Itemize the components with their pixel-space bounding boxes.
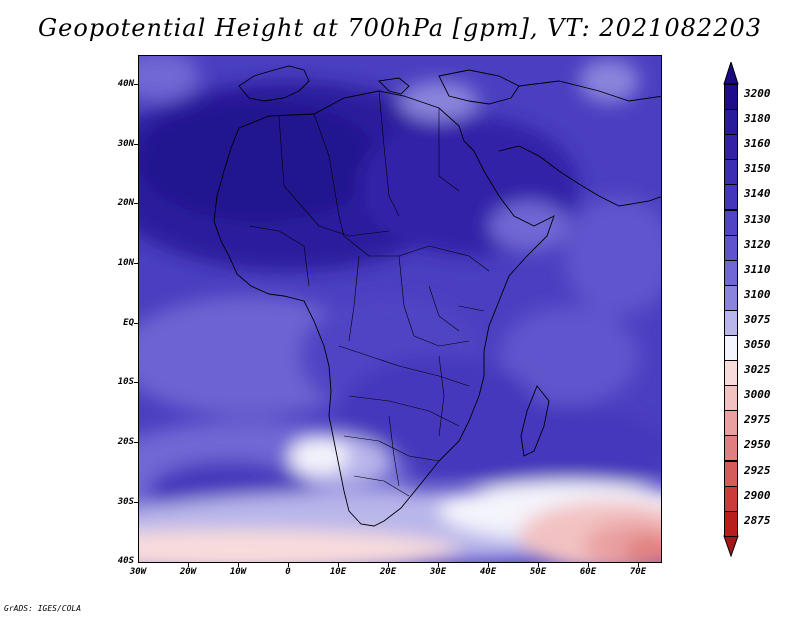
lat-tick-10s: 10S <box>117 377 134 387</box>
lon-tick-mark <box>388 563 389 567</box>
legend-swatch <box>724 234 738 261</box>
legend-swatch <box>724 360 738 387</box>
lat-tick-40s: 40S <box>117 556 134 566</box>
legend-swatch <box>724 510 738 537</box>
legend-swatch <box>724 410 738 437</box>
lon-tick-mark <box>238 563 239 567</box>
lat-tick-20n: 20N <box>117 198 134 208</box>
legend-level-label: 2900 <box>744 488 771 502</box>
legend-level-label: 3110 <box>744 262 771 276</box>
lon-tick-10e: 10E <box>329 567 347 577</box>
legend-level-label: 2975 <box>744 413 771 427</box>
height-field-map <box>139 56 661 562</box>
lon-tick-mark <box>488 563 489 567</box>
lat-tick-eq: EQ <box>123 318 134 328</box>
legend-swatch <box>724 435 738 462</box>
lon-tick-mark <box>538 563 539 567</box>
lon-tick-mark <box>288 563 289 567</box>
lon-tick-20w: 20W <box>179 567 197 577</box>
lon-tick-30w: 30W <box>129 567 147 577</box>
lon-tick-10w: 10W <box>229 567 247 577</box>
legend-swatch <box>724 159 738 186</box>
legend-swatch <box>724 309 738 336</box>
lat-tick-10n: 10N <box>117 258 134 268</box>
legend-level-label: 3160 <box>744 137 771 151</box>
map-title: Geopotential Height at 700hPa [gpm], VT:… <box>38 14 762 42</box>
lon-tick-mark <box>588 563 589 567</box>
legend-swatch <box>724 385 738 412</box>
legend-level-label: 3130 <box>744 212 771 226</box>
lat-tick-mark <box>134 263 138 264</box>
legend-swatch <box>724 209 738 236</box>
legend-swatch <box>724 259 738 286</box>
lon-tick-0: 0 <box>285 567 291 577</box>
legend-swatch <box>724 485 738 512</box>
lat-tick-mark <box>134 84 138 85</box>
legend-swatch <box>724 109 738 136</box>
legend-level-label: 2875 <box>744 513 771 527</box>
legend-level-label: 3200 <box>744 87 771 100</box>
legend-bottom-arrow <box>723 535 739 558</box>
lon-tick-mark <box>638 563 639 567</box>
lat-tick-mark <box>134 382 138 383</box>
grads-credit: GrADS: IGES/COLA <box>4 604 82 613</box>
legend-swatch <box>724 284 738 311</box>
lon-tick-50e: 50E <box>529 567 547 577</box>
legend-top-arrow <box>723 62 739 85</box>
madagascar-outline <box>520 385 550 457</box>
lon-tick-mark <box>438 563 439 567</box>
legend-swatch <box>724 335 738 362</box>
legend-swatch <box>724 184 738 211</box>
coastline-africa <box>213 65 661 527</box>
lat-tick-40n: 40N <box>117 79 134 89</box>
lon-tick-mark <box>188 563 189 567</box>
lat-tick-mark <box>134 203 138 204</box>
legend-level-label: 3025 <box>744 363 771 377</box>
lat-tick-mark <box>134 442 138 443</box>
lon-tick-60e: 60E <box>579 567 597 577</box>
legend-level-label: 3075 <box>744 312 771 326</box>
legend-level-label: 3000 <box>744 388 771 402</box>
lon-tick-mark <box>338 563 339 567</box>
lat-tick-30n: 30N <box>117 139 134 149</box>
legend-level-label: 3150 <box>744 162 771 176</box>
legend-swatch <box>724 460 738 487</box>
lon-tick-20e: 20E <box>379 567 397 577</box>
legend-level-label: 3050 <box>744 338 771 351</box>
lon-tick-30e: 30E <box>429 567 447 577</box>
lat-tick-mark <box>134 502 138 503</box>
lat-tick-20s: 20S <box>117 437 134 447</box>
legend-level-label: 3140 <box>744 187 771 201</box>
contour-fill-layer <box>139 56 661 562</box>
legend-level-label: 3100 <box>744 287 771 301</box>
lon-tick-40e: 40E <box>479 567 497 577</box>
legend-level-label: 2925 <box>744 463 771 477</box>
lon-tick-70e: 70E <box>629 567 647 577</box>
legend-swatch <box>724 134 738 161</box>
color-legend: 3200 3180 3160 3150 3140 3130 3120 3110 3100 3075… <box>722 62 798 558</box>
legend-level-label: 3180 <box>744 112 771 126</box>
lat-tick-mark <box>134 323 138 324</box>
country-borders <box>248 90 490 497</box>
legend-level-label: 3120 <box>744 237 771 251</box>
legend-swatch <box>724 84 738 111</box>
legend-level-label: 2950 <box>744 438 771 452</box>
lat-tick-mark <box>134 144 138 145</box>
lat-tick-30s: 30S <box>117 497 134 507</box>
map-plot-area <box>138 55 662 563</box>
